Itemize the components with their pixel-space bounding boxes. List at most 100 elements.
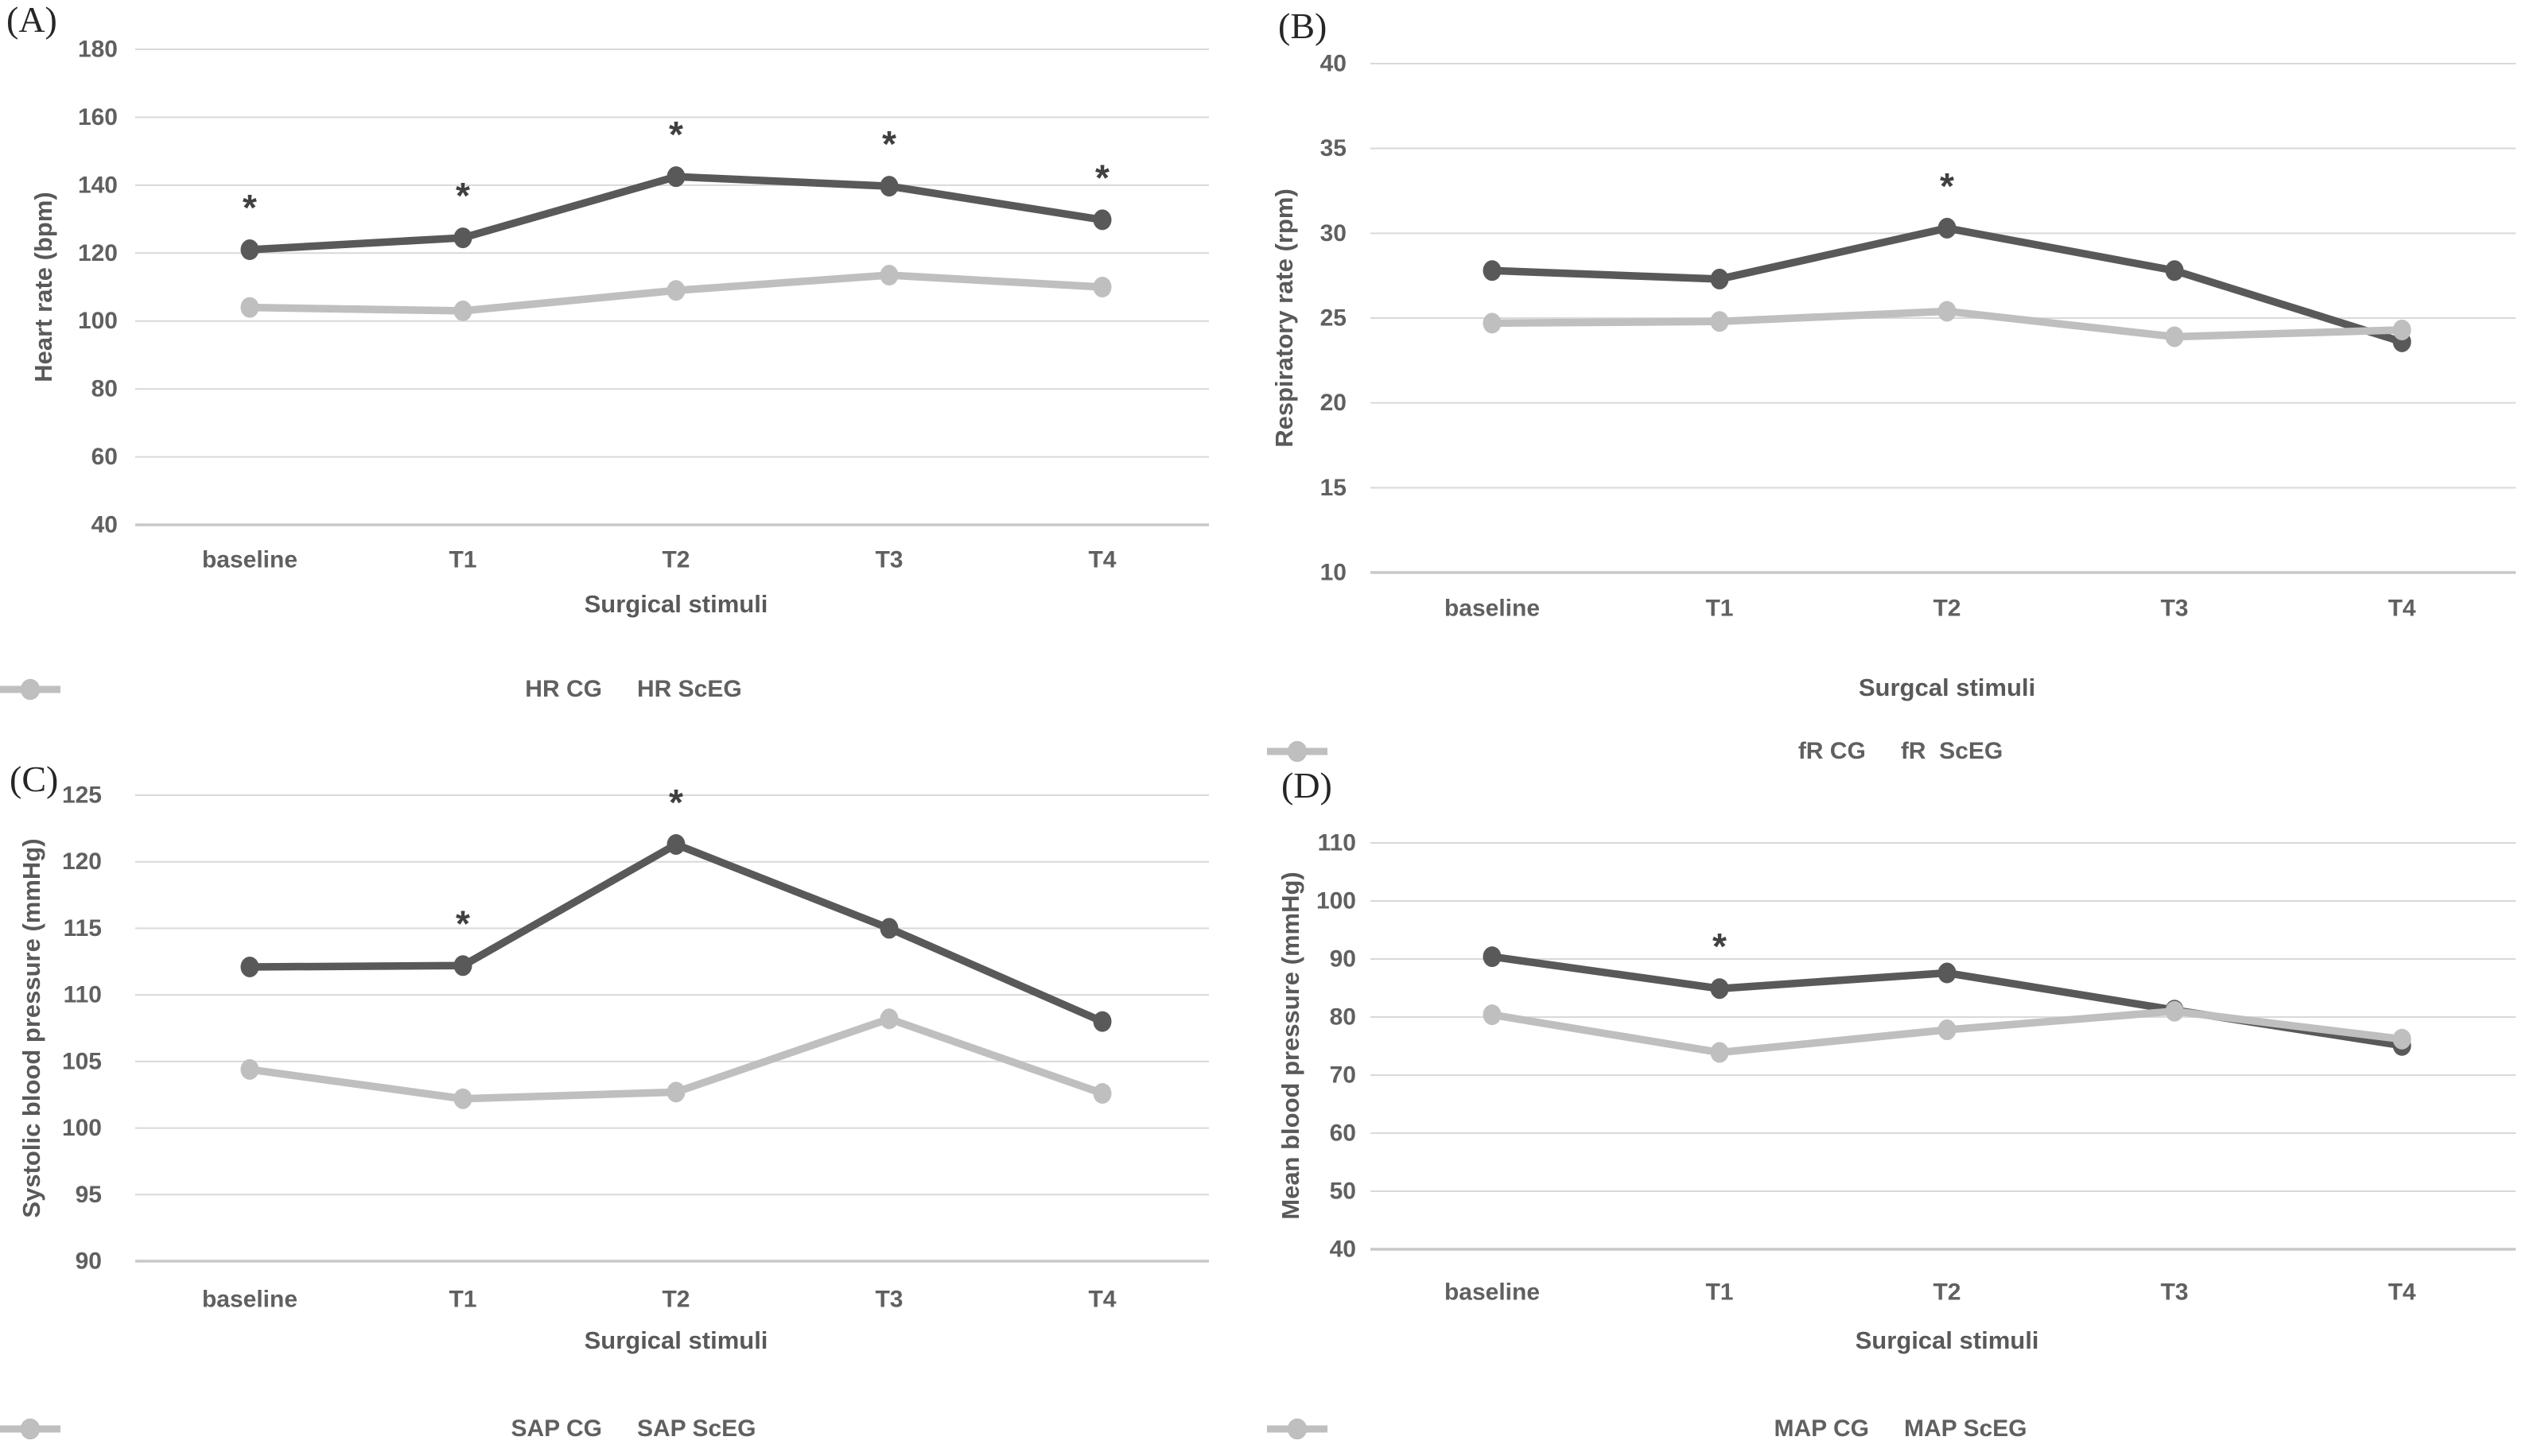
y-tick-label: 10 bbox=[1320, 560, 1347, 586]
data-point-marker bbox=[2165, 1000, 2184, 1022]
y-tick-label: 110 bbox=[64, 982, 102, 1008]
x-category-label: T1 bbox=[1705, 1279, 1733, 1306]
x-category-label: baseline bbox=[1444, 596, 1540, 622]
data-point-marker bbox=[880, 176, 899, 197]
data-point-marker bbox=[453, 300, 472, 321]
legend-label-sap-sceg: SAP ScEG bbox=[636, 1415, 756, 1442]
y-tick-label: 90 bbox=[1330, 946, 1356, 973]
legend-item-sap-sceg: SAP ScEG bbox=[0, 1415, 756, 1442]
data-point-marker bbox=[1937, 217, 1957, 239]
x-category-label: T4 bbox=[2388, 1279, 2415, 1306]
data-point-marker bbox=[1483, 1004, 1502, 1026]
legend-panel-a: HR CG HR ScEG bbox=[0, 676, 1267, 703]
legend-label-sap-cg: SAP CG bbox=[511, 1415, 602, 1442]
y-tick-label: 125 bbox=[62, 782, 102, 809]
legend-label-hr-sceg: HR ScEG bbox=[636, 676, 742, 702]
x-category-label: T2 bbox=[662, 1287, 690, 1313]
significance-asterisk: * bbox=[456, 903, 470, 944]
data-point-marker bbox=[1093, 209, 1112, 231]
x-category-label: T1 bbox=[449, 547, 476, 573]
data-point-marker bbox=[453, 955, 472, 976]
data-point-marker bbox=[453, 1088, 472, 1109]
legend-swatch-sceg-icon bbox=[0, 679, 60, 700]
x-axis-title-c: Surgical stimuli bbox=[584, 1326, 768, 1354]
significance-asterisk: * bbox=[456, 175, 470, 216]
data-point-marker bbox=[667, 833, 686, 855]
panel-letter-b: (B) bbox=[1278, 6, 1327, 46]
x-category-label: T3 bbox=[875, 547, 903, 573]
heart-rate-chart: 180 160 140 120 100 80 60 40 baseline T1 T2 T3 T4 * * *… bbox=[78, 37, 1209, 573]
y-tick-label: 30 bbox=[1320, 220, 1347, 247]
x-axis-title-a: Surgical stimuli bbox=[584, 590, 768, 618]
significance-asterisk: * bbox=[669, 114, 683, 155]
significance-asterisk: * bbox=[1712, 926, 1727, 967]
data-point-marker bbox=[2392, 319, 2412, 340]
y-tick-label: 80 bbox=[91, 376, 118, 402]
panel-letter-d: (D) bbox=[1281, 765, 1332, 806]
legend-item-map-cg: MAP CG bbox=[1267, 1415, 1869, 1442]
y-tick-label: 180 bbox=[78, 37, 118, 63]
x-category-label: baseline bbox=[1444, 1279, 1540, 1306]
x-category-label: T2 bbox=[662, 547, 690, 573]
panel-letter-a: (A) bbox=[6, 0, 57, 40]
legend-item-sap-cg: SAP CG bbox=[0, 1415, 602, 1442]
data-point-marker bbox=[240, 1058, 259, 1080]
systolic-pressure-chart: 125 120 115 110 105 100 95 90 baseline T1 T2 T3 T4 * * bbox=[62, 782, 1209, 1313]
x-category-label: T3 bbox=[2160, 1279, 2188, 1306]
panel-letter-c: (C) bbox=[10, 759, 59, 799]
data-point-marker bbox=[1483, 946, 1502, 968]
panel-heart-rate: (A) Heart rate (bpm) 180 160 140 120 100 80 60… bbox=[0, 0, 1267, 728]
data-point-marker bbox=[453, 227, 472, 249]
data-point-marker bbox=[240, 956, 259, 977]
y-tick-label: 40 bbox=[91, 512, 118, 538]
legend-panel-c: SAP CG SAP ScEG bbox=[0, 1415, 1267, 1442]
legend-panel-b: fR CG fR ScEG bbox=[1267, 738, 2534, 765]
data-point-marker bbox=[1710, 1042, 1729, 1063]
panel-systolic-pressure: (C) Systolic blood pressure (mmHg) 125 12… bbox=[0, 728, 1267, 1456]
y-tick-label: 95 bbox=[76, 1182, 102, 1208]
significance-asterisk: * bbox=[882, 123, 896, 165]
legend-label-fr-sceg: fR ScEG bbox=[1900, 738, 2003, 764]
data-point-marker bbox=[667, 1081, 686, 1103]
y-tick-label: 60 bbox=[91, 444, 118, 470]
data-point-marker bbox=[1937, 962, 1957, 984]
legend-panel-d: MAP CG MAP ScEG bbox=[1267, 1415, 2534, 1442]
y-tick-label: 115 bbox=[64, 915, 102, 942]
legend-label-map-cg: MAP CG bbox=[1774, 1415, 1869, 1442]
x-category-label: T3 bbox=[2160, 596, 2188, 622]
y-tick-label: 140 bbox=[78, 172, 118, 198]
significance-asterisk: * bbox=[669, 782, 683, 823]
data-point-marker bbox=[1483, 313, 1502, 334]
data-point-marker bbox=[667, 280, 686, 301]
x-category-label: T1 bbox=[449, 1287, 476, 1313]
x-category-label: T1 bbox=[1705, 596, 1733, 622]
x-category-label: T2 bbox=[1933, 1279, 1961, 1306]
y-tick-label: 110 bbox=[1318, 830, 1356, 856]
y-tick-label: 15 bbox=[1320, 475, 1347, 501]
y-tick-label: 100 bbox=[78, 308, 118, 334]
panel-respiratory-rate: (B) Respiratory rate (rpm) 40 35 30 25 20 15 1… bbox=[1267, 0, 2534, 764]
mean-pressure-chart: 110 100 90 80 70 60 50 40 baseline T1 T2 T3 T4 * bbox=[1316, 830, 2516, 1306]
y-tick-label: 40 bbox=[1330, 1237, 1356, 1263]
data-point-marker bbox=[2165, 260, 2184, 281]
y-tick-label: 160 bbox=[78, 104, 118, 130]
data-point-marker bbox=[1710, 311, 1729, 332]
data-point-marker bbox=[1093, 277, 1112, 297]
x-category-label: T4 bbox=[1088, 1287, 1116, 1313]
data-point-marker bbox=[880, 1008, 899, 1030]
x-category-label: T4 bbox=[1088, 547, 1116, 573]
legend-swatch-sceg-icon bbox=[1267, 741, 1327, 762]
data-point-marker bbox=[1710, 268, 1729, 289]
y-tick-label: 120 bbox=[78, 240, 118, 266]
y-tick-label: 90 bbox=[76, 1248, 102, 1275]
data-point-marker bbox=[1710, 978, 1729, 1000]
y-tick-label: 20 bbox=[1320, 390, 1347, 416]
legend-item-fr-sceg: fR ScEG bbox=[1267, 738, 2003, 765]
panel-mean-pressure: (D) Mean blood pressure (mmHg) 110 100 90 8… bbox=[1267, 728, 2534, 1456]
respiratory-rate-chart: 40 35 30 25 20 15 10 baseline T1 T2 T3 T4 * bbox=[1320, 51, 2516, 622]
data-point-marker bbox=[1937, 301, 1957, 322]
data-point-marker bbox=[2392, 1028, 2412, 1050]
y-tick-label: 80 bbox=[1330, 1004, 1356, 1031]
y-tick-label: 70 bbox=[1330, 1062, 1356, 1089]
legend-label-fr-cg: fR CG bbox=[1798, 738, 1866, 764]
